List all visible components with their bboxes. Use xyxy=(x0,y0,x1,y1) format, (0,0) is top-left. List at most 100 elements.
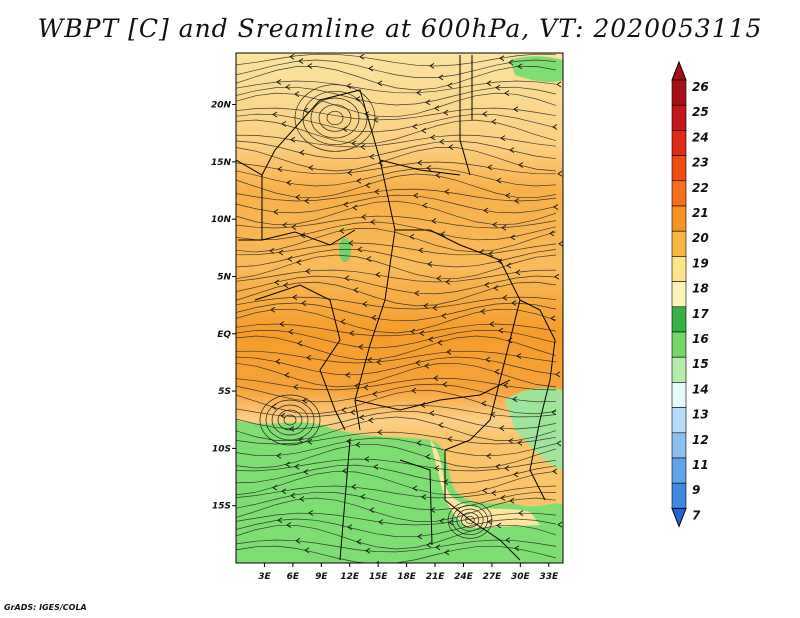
streamline xyxy=(236,464,557,484)
streamline-arrow xyxy=(505,192,511,199)
streamline-arrow xyxy=(295,537,301,544)
streamline-arrow xyxy=(347,170,353,176)
streamline-arrow xyxy=(284,372,290,378)
streamline-arrow xyxy=(495,84,501,91)
lat-tick-label: 5N xyxy=(217,272,231,282)
streamline-arrow xyxy=(308,510,314,516)
colorbar-swatch xyxy=(671,256,687,282)
streamline-arrow xyxy=(342,126,348,132)
streamline-arrow xyxy=(276,452,282,459)
streamline-arrow xyxy=(295,194,301,201)
streamline-arrow xyxy=(421,494,427,500)
colorbar-label: 22 xyxy=(692,181,709,195)
streamline xyxy=(236,80,557,94)
streamline xyxy=(236,228,557,253)
streamline-arrow xyxy=(504,465,510,472)
streamline-arrow xyxy=(514,198,520,204)
streamline-arrow xyxy=(409,233,415,240)
streamline-arrow xyxy=(360,493,366,500)
streamline-arrow xyxy=(513,106,519,113)
streamline-arrow xyxy=(442,381,448,388)
colorbar-swatch xyxy=(671,155,687,182)
streamline-arrow xyxy=(494,368,500,375)
lat-tick-label: 5S xyxy=(218,387,231,397)
streamline-arrow xyxy=(444,549,450,556)
streamline-arrow xyxy=(348,240,354,246)
streamline xyxy=(236,173,557,199)
streamline-arrow xyxy=(283,282,289,289)
streamline-arrow xyxy=(491,118,497,125)
colorbar-swatch xyxy=(671,407,687,434)
streamline xyxy=(236,431,557,445)
streamline-arrow xyxy=(300,232,306,239)
streamline-arrow xyxy=(367,357,373,363)
streamline-arrow xyxy=(436,275,442,282)
colorbar-label: 25 xyxy=(692,105,709,119)
streamline-arrow xyxy=(482,111,488,117)
streamline-arrow xyxy=(291,224,297,230)
streamline-arrow xyxy=(496,522,502,529)
lat-tick-label: 15N xyxy=(211,158,232,168)
streamline-arrow xyxy=(505,537,511,543)
streamline xyxy=(236,443,557,469)
streamline xyxy=(236,497,557,522)
streamline xyxy=(236,188,557,202)
vortex-streamline xyxy=(310,97,360,139)
streamline-arrow xyxy=(368,417,374,424)
streamline-arrow xyxy=(557,521,563,528)
colorbar-swatch xyxy=(671,180,687,207)
streamline-arrow xyxy=(496,177,502,184)
streamline-arrow xyxy=(432,305,438,311)
streamline-arrow xyxy=(437,339,443,346)
streamline xyxy=(236,350,557,364)
streamline-arrow xyxy=(429,63,435,69)
vortex-streamline xyxy=(465,515,475,525)
streamline xyxy=(236,296,557,310)
streamline-arrow xyxy=(439,518,445,524)
streamline xyxy=(236,410,557,430)
streamline-arrow xyxy=(445,279,451,285)
green-spot xyxy=(339,238,351,262)
streamline-arrow xyxy=(347,524,353,530)
streamline-arrow xyxy=(430,134,436,141)
streamline-arrow xyxy=(500,135,506,141)
streamline-arrow xyxy=(289,53,295,60)
lon-tick-label: 33E xyxy=(539,572,559,582)
colorbar-swatch xyxy=(671,306,687,333)
streamline-arrow xyxy=(287,256,293,262)
streamline-arrow xyxy=(486,453,492,459)
streamline-arrow xyxy=(482,487,488,494)
streamline-arrow xyxy=(448,144,454,150)
streamline-arrow xyxy=(364,456,370,462)
streamline xyxy=(236,86,557,106)
streamline-arrow xyxy=(427,261,433,267)
streamline xyxy=(236,302,557,322)
streamline-arrow xyxy=(553,204,559,210)
streamline-arrow xyxy=(375,561,380,563)
streamline-arrow xyxy=(351,484,357,490)
streamline-arrow xyxy=(294,463,300,470)
streamline-arrow xyxy=(488,250,494,257)
streamline-arrow xyxy=(307,63,313,69)
streamline-arrow xyxy=(274,279,280,286)
country-borders xyxy=(236,55,556,561)
streamline-arrow xyxy=(308,164,314,171)
map-axes: 3E 6E 9E 12E 15E 18E 21E 24E 27E 30E 33E 20N 15N 10N 5… xyxy=(211,101,559,582)
streamline xyxy=(236,194,557,214)
streamline-arrow xyxy=(549,230,555,237)
streamline-arrow xyxy=(342,468,348,474)
streamline-arrow xyxy=(353,287,359,293)
streamline xyxy=(236,134,557,148)
colorbar-label: 11 xyxy=(692,458,709,472)
streamline-arrow xyxy=(513,471,519,478)
lat-tick-label: 10N xyxy=(211,215,232,225)
streamline-arrow xyxy=(350,409,356,416)
streamline-arrow xyxy=(376,359,382,365)
streamline-arrow xyxy=(341,407,347,413)
streamline-arrow xyxy=(304,547,310,554)
streamline-arrow xyxy=(435,172,441,179)
streamline-arrow xyxy=(416,440,422,446)
streamline-arrow xyxy=(303,469,309,475)
streamline-arrow xyxy=(368,65,374,72)
streamline-arrow xyxy=(374,188,380,195)
